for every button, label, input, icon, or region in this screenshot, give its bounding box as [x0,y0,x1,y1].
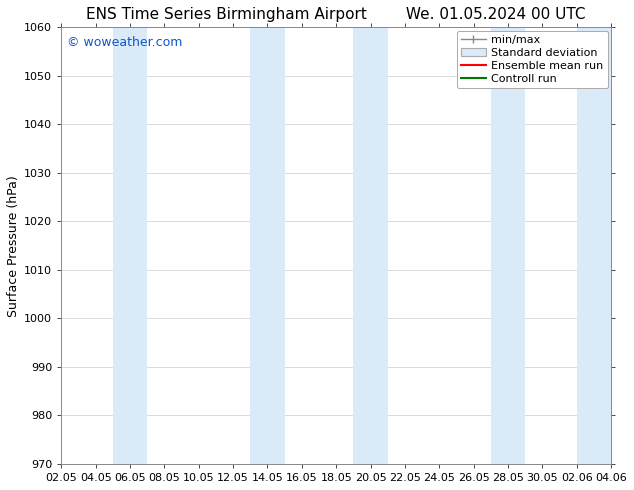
Bar [491,27,525,464]
Bar [577,27,628,464]
Legend: min/max, Standard deviation, Ensemble mean run, Controll run: min/max, Standard deviation, Ensemble me… [456,30,608,88]
Bar [353,27,388,464]
Bar [113,27,147,464]
Y-axis label: Surface Pressure (hPa): Surface Pressure (hPa) [7,175,20,317]
Text: © woweather.com: © woweather.com [67,36,182,49]
Title: ENS Time Series Birmingham Airport        We. 01.05.2024 00 UTC: ENS Time Series Birmingham Airport We. 0… [86,7,586,22]
Bar [250,27,285,464]
